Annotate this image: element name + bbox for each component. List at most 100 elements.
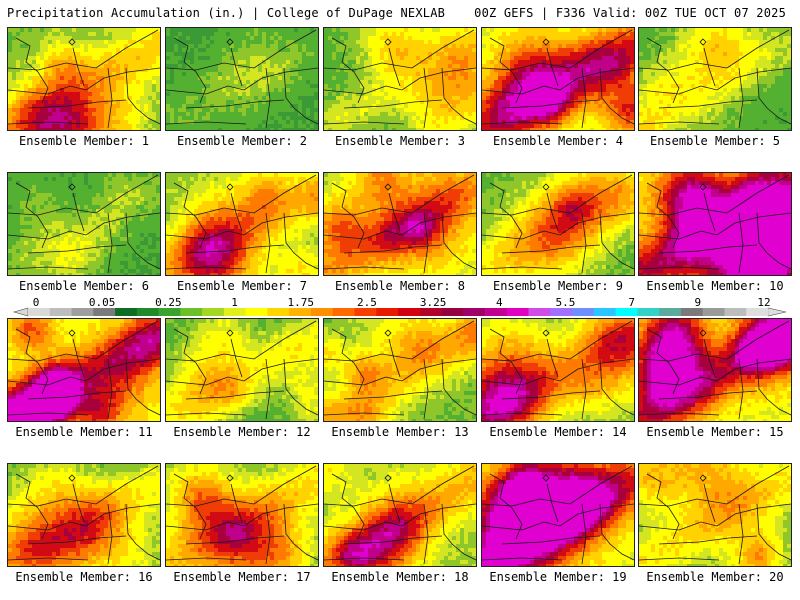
colorbar-swatch <box>49 308 72 316</box>
colorbar-swatch <box>28 308 51 316</box>
colorbar-swatch <box>115 308 138 316</box>
colorbar-swatch <box>71 308 94 316</box>
colorbar-swatch <box>680 308 704 316</box>
colorbar-swatch <box>398 308 421 316</box>
colorbar-min-arrow <box>12 307 29 317</box>
ensemble-member-map <box>481 27 635 131</box>
colorbar-swatch <box>637 308 660 316</box>
colorbar-swatch <box>485 308 508 316</box>
station-marker-icon <box>542 183 550 191</box>
ensemble-member-label: Ensemble Member: 9 <box>478 279 638 293</box>
station-marker-icon <box>699 474 707 482</box>
colorbar-swatch <box>528 308 551 316</box>
station-marker-icon <box>68 329 76 337</box>
ensemble-member-map <box>638 172 792 276</box>
ensemble-member-map <box>7 318 161 422</box>
colorbar-tick-label: 7 <box>628 296 635 309</box>
colorbar-tick-label: 0.25 <box>155 296 182 309</box>
ensemble-member-map <box>481 318 635 422</box>
ensemble-member-label: Ensemble Member: 11 <box>4 425 164 439</box>
ensemble-member-map <box>481 172 635 276</box>
colorbar-swatch <box>267 308 290 316</box>
ensemble-member-map <box>323 172 477 276</box>
colorbar-swatch <box>550 308 573 316</box>
ensemble-member-map <box>7 172 161 276</box>
colorbar-swatch <box>593 308 616 316</box>
colorbar-tick-label: 3.25 <box>420 296 447 309</box>
colorbar-swatch <box>180 308 203 316</box>
colorbar-swatch <box>223 308 246 316</box>
colorbar-swatch <box>202 308 225 316</box>
ensemble-member-label: Ensemble Member: 10 <box>635 279 795 293</box>
precip-colorbar: 0 0.05 0.25 1 1.75 2.5 3.25 4 5.5 7 9 12 <box>12 296 787 317</box>
ensemble-member-map <box>481 463 635 567</box>
colorbar-swatch <box>93 308 116 316</box>
colorbar-swatch <box>310 308 334 316</box>
ensemble-member-map <box>323 318 477 422</box>
station-marker-icon <box>384 38 392 46</box>
model-run-info: 00Z GEFS | F336 Valid: 00Z TUE OCT 07 20… <box>474 6 786 20</box>
colorbar-tick-label: 9 <box>695 296 702 309</box>
station-marker-icon <box>542 329 550 337</box>
station-marker-icon <box>699 329 707 337</box>
ensemble-member-map <box>323 27 477 131</box>
colorbar-swatch <box>289 308 312 316</box>
ensemble-member-map <box>638 318 792 422</box>
colorbar-tick-label: 0 <box>33 296 40 309</box>
ensemble-member-label: Ensemble Member: 2 <box>162 134 322 148</box>
colorbar-swatch <box>332 308 355 316</box>
ensemble-member-label: Ensemble Member: 16 <box>4 570 164 584</box>
colorbar-swatch <box>702 308 725 316</box>
station-marker-icon <box>68 183 76 191</box>
ensemble-member-label: Ensemble Member: 12 <box>162 425 322 439</box>
ensemble-member-label: Ensemble Member: 7 <box>162 279 322 293</box>
ensemble-member-label: Ensemble Member: 18 <box>320 570 480 584</box>
ensemble-member-map <box>638 27 792 131</box>
ensemble-member-map <box>323 463 477 567</box>
station-marker-icon <box>68 38 76 46</box>
station-marker-icon <box>384 183 392 191</box>
ensemble-member-map <box>7 27 161 131</box>
station-marker-icon <box>226 329 234 337</box>
map-title: Precipitation Accumulation (in.) | Colle… <box>7 6 445 20</box>
colorbar-swatch <box>463 308 486 316</box>
colorbar-tick-label: 4 <box>496 296 503 309</box>
colorbar-tick-label: 1 <box>231 296 238 309</box>
colorbar-swatch <box>659 308 682 316</box>
station-marker-icon <box>226 474 234 482</box>
colorbar-swatch <box>158 308 181 316</box>
station-marker-icon <box>542 474 550 482</box>
colorbar-swatch <box>419 308 442 316</box>
ensemble-member-label: Ensemble Member: 15 <box>635 425 795 439</box>
colorbar-tick-label: 0.05 <box>89 296 116 309</box>
ensemble-member-label: Ensemble Member: 5 <box>635 134 795 148</box>
colorbar-swatch <box>354 308 377 316</box>
station-marker-icon <box>542 38 550 46</box>
colorbar-tick-label: 12 <box>757 296 770 309</box>
colorbar-tick-label: 2.5 <box>357 296 377 309</box>
station-marker-icon <box>384 329 392 337</box>
ensemble-member-label: Ensemble Member: 17 <box>162 570 322 584</box>
station-marker-icon <box>699 38 707 46</box>
colorbar-swatch <box>724 308 747 316</box>
ensemble-member-label: Ensemble Member: 19 <box>478 570 638 584</box>
colorbar-max-arrow <box>767 307 787 317</box>
station-marker-icon <box>226 183 234 191</box>
colorbar-swatch <box>441 308 464 316</box>
ensemble-member-map <box>638 463 792 567</box>
ensemble-member-map <box>165 27 319 131</box>
ensemble-member-map <box>165 463 319 567</box>
station-marker-icon <box>384 474 392 482</box>
ensemble-member-label: Ensemble Member: 20 <box>635 570 795 584</box>
colorbar-swatch <box>506 308 529 316</box>
ensemble-member-label: Ensemble Member: 14 <box>478 425 638 439</box>
colorbar-swatch <box>245 308 268 316</box>
colorbar-swatch <box>572 308 595 316</box>
station-marker-icon <box>68 474 76 482</box>
ensemble-member-label: Ensemble Member: 3 <box>320 134 480 148</box>
colorbar-swatch <box>376 308 399 316</box>
ensemble-member-label: Ensemble Member: 13 <box>320 425 480 439</box>
colorbar-swatch <box>746 308 769 316</box>
colorbar-swatch <box>615 308 638 316</box>
station-marker-icon <box>699 183 707 191</box>
